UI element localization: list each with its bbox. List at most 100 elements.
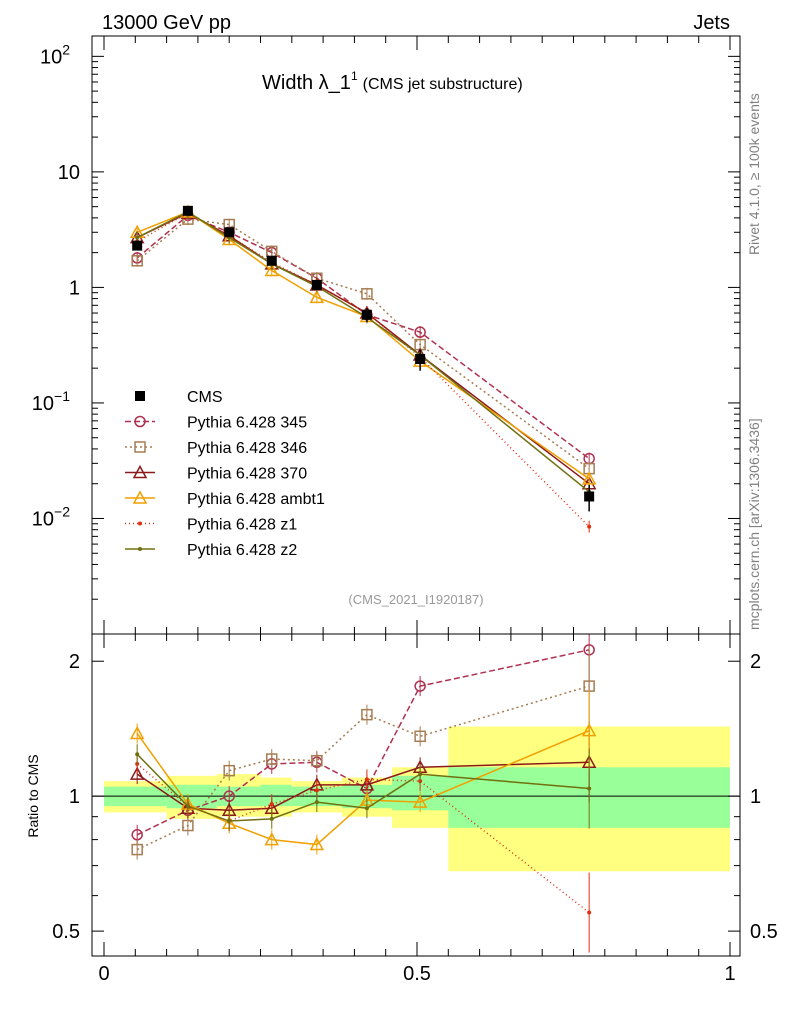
series-line bbox=[136, 211, 590, 493]
data-point bbox=[182, 205, 193, 216]
legend-label: Pythia 6.428 ambt1 bbox=[187, 491, 325, 508]
series-4 bbox=[135, 207, 592, 533]
legend: CMS Pythia 6.428 345 Pythia 6.428 346 Pythi… bbox=[125, 389, 325, 559]
ratio-point bbox=[129, 766, 145, 780]
main-series bbox=[129, 204, 597, 533]
ratio-point bbox=[131, 843, 143, 856]
ratio-point bbox=[314, 788, 319, 793]
series-line bbox=[136, 211, 590, 480]
ratio-point bbox=[269, 816, 274, 821]
axes: 102 10 1 10−1 10−2 2 2 1 1 0.5 0.5 0 0.5 1 bbox=[32, 36, 778, 985]
ratio-point bbox=[269, 802, 274, 807]
data-point bbox=[224, 227, 235, 238]
ratio-point bbox=[264, 832, 280, 846]
legend-marker bbox=[135, 391, 145, 401]
ratio-point bbox=[364, 777, 369, 782]
legend-label: Pythia 6.428 z1 bbox=[187, 517, 297, 534]
rivet-label: Rivet 4.1.0, ≥ 100k events bbox=[746, 93, 762, 255]
ratio-ytick-label-right: 1 bbox=[750, 786, 761, 808]
data-point bbox=[266, 255, 277, 266]
xtick-label: 1 bbox=[724, 963, 735, 985]
ratio-point bbox=[414, 730, 426, 743]
series-point bbox=[309, 289, 325, 304]
data-point bbox=[361, 309, 372, 320]
title-suffix: (CMS jet substructure) bbox=[363, 76, 523, 93]
ratio-point bbox=[311, 754, 323, 767]
ratio-point bbox=[581, 723, 597, 737]
data-point bbox=[132, 240, 143, 251]
main-ytick-label: 1 bbox=[69, 277, 80, 299]
ratio-point bbox=[135, 752, 140, 757]
legend-label: Pythia 6.428 z2 bbox=[187, 542, 297, 559]
main-ytick-label: 102 bbox=[40, 41, 70, 68]
series-point bbox=[414, 326, 426, 338]
ratio-bands bbox=[104, 726, 730, 872]
title-superscript: 1 bbox=[351, 69, 358, 83]
ratio-point bbox=[418, 772, 423, 777]
legend-entry-0: Pythia 6.428 345 bbox=[125, 415, 307, 432]
header-jets: Jets bbox=[693, 12, 730, 34]
ratio-point bbox=[314, 800, 319, 805]
legend-marker bbox=[138, 521, 142, 526]
ratio-point bbox=[414, 680, 426, 692]
series-point bbox=[131, 255, 143, 267]
ratio-point bbox=[359, 777, 375, 791]
data-point bbox=[311, 279, 322, 290]
series-point bbox=[361, 288, 373, 300]
main-ytick-label: 10−1 bbox=[32, 388, 70, 415]
data-point bbox=[415, 354, 426, 365]
header-energy: 13000 GeV pp bbox=[102, 12, 231, 34]
data-point bbox=[584, 491, 595, 502]
ratio-ytick-label-right: 0.5 bbox=[750, 921, 778, 943]
main-ytick-label: 10−2 bbox=[32, 503, 70, 530]
ratio-point bbox=[309, 836, 325, 851]
ratio-point bbox=[182, 819, 194, 832]
series-point bbox=[264, 262, 280, 277]
ratio-point bbox=[129, 725, 145, 740]
ratio-line bbox=[136, 685, 590, 851]
series-point bbox=[581, 471, 597, 485]
ratio-ytick-label-left: 0.5 bbox=[52, 921, 80, 943]
title-main: Width λ_1 bbox=[262, 72, 351, 94]
ratio-series-5 bbox=[135, 744, 592, 832]
ratio-point bbox=[412, 794, 428, 808]
main-ytick-label: 10 bbox=[58, 162, 80, 184]
ratio-series-1 bbox=[131, 646, 595, 860]
ratio-ylabel: Ratio to CMS bbox=[25, 754, 41, 837]
legend-entry-5: Pythia 6.428 z2 bbox=[125, 542, 297, 559]
legend-marker bbox=[134, 415, 146, 428]
data-points bbox=[132, 205, 595, 512]
ratio-ytick-label-right: 2 bbox=[750, 651, 761, 673]
legend-marker bbox=[132, 490, 148, 504]
ratio-point bbox=[364, 806, 369, 811]
series-point bbox=[587, 524, 592, 529]
series-point bbox=[135, 235, 140, 240]
legend-marker bbox=[138, 547, 142, 551]
plot-title: Width λ_11 (CMS jet substructure) bbox=[262, 69, 523, 94]
legend-label: CMS bbox=[187, 389, 223, 406]
xtick-label: 0 bbox=[98, 963, 109, 985]
ratio-line bbox=[136, 729, 590, 846]
analysis-tag: (CMS_2021_I1920187) bbox=[348, 592, 483, 607]
ratio-point bbox=[223, 764, 235, 777]
legend-entry-3: Pythia 6.428 ambt1 bbox=[125, 490, 325, 508]
ratio-series-3 bbox=[129, 690, 597, 855]
legend-marker bbox=[134, 441, 146, 453]
ratio-point bbox=[361, 708, 373, 721]
legend-label: Pythia 6.428 345 bbox=[187, 415, 307, 432]
legend-entry-data: CMS bbox=[135, 389, 223, 406]
ratio-series bbox=[129, 634, 597, 953]
legend-label: Pythia 6.428 370 bbox=[187, 466, 307, 483]
legend-entry-4: Pythia 6.428 z1 bbox=[125, 517, 297, 534]
ratio-point bbox=[587, 786, 592, 791]
ratio-ytick-label-left: 1 bbox=[69, 786, 80, 808]
ratio-point bbox=[587, 910, 592, 915]
legend-entry-2: Pythia 6.428 370 bbox=[125, 464, 307, 483]
ratio-point bbox=[227, 819, 232, 824]
ratio-point bbox=[185, 804, 190, 809]
mcplots-label: mcplots.cern.ch [arXiv:1306.3436] bbox=[746, 418, 762, 630]
ratio-ytick-label-left: 2 bbox=[69, 651, 80, 673]
legend-label: Pythia 6.428 346 bbox=[187, 440, 307, 457]
ratio-line bbox=[136, 753, 590, 822]
